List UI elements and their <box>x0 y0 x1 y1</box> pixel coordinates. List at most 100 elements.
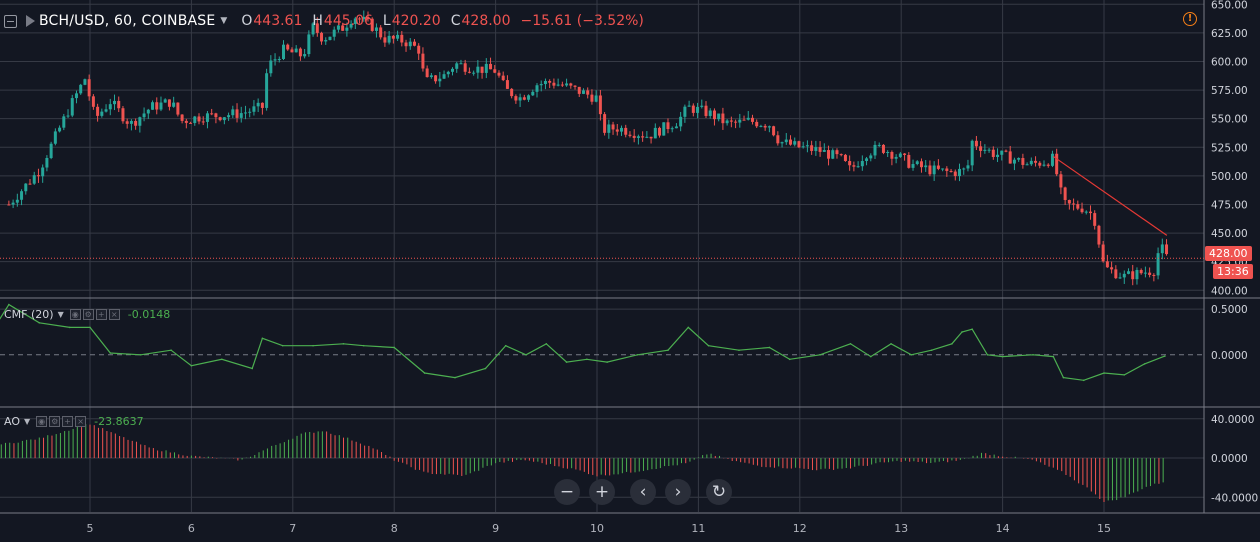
candle-up <box>898 153 902 157</box>
symbol-header: BCH/USD, 60, COINBASE ▼ O 443.61 H 445.0… <box>4 12 654 30</box>
cmf-visibility-icon[interactable]: ◉ <box>69 308 81 320</box>
time-axis-label: 8 <box>391 522 398 535</box>
candle-up <box>307 34 311 55</box>
change-value: −15.61 (−3.52%) <box>520 13 644 29</box>
open-label: O <box>241 13 253 29</box>
candle-up <box>79 84 83 94</box>
candle-up <box>670 128 674 130</box>
candle-up <box>831 150 835 159</box>
symbol-dropdown-icon[interactable]: ▼ <box>220 16 228 26</box>
ao-add-icon[interactable]: + <box>62 415 74 427</box>
cmf-legend: CMF (20) ▼ ◉ ⚙ + × -0.0148 <box>4 307 170 321</box>
alert-icon[interactable]: ! <box>1183 12 1197 26</box>
ao-name[interactable]: AO <box>4 414 20 428</box>
candle-down <box>425 68 429 78</box>
candle-up <box>374 27 378 31</box>
candle-down <box>480 66 484 73</box>
candle-down <box>945 168 949 171</box>
candle-up <box>83 79 87 85</box>
cmf-point <box>38 322 41 324</box>
candle-up <box>142 113 146 118</box>
candle-up <box>894 156 898 159</box>
price-axis-label: 500.00 <box>1211 171 1248 183</box>
scroll-left-button[interactable]: ‹ <box>630 479 656 505</box>
candle-down <box>974 140 978 147</box>
candle-up <box>442 74 446 79</box>
candle-up <box>966 165 970 169</box>
candle-down <box>991 149 995 157</box>
ao-remove-icon[interactable]: × <box>75 415 87 427</box>
candle-down <box>315 23 319 33</box>
candle-down <box>1067 200 1071 204</box>
candle-up <box>1025 164 1029 166</box>
candle-up <box>607 124 611 133</box>
ao-legend: AO ▼ ◉ ⚙ + × -23.8637 <box>4 414 144 428</box>
cmf-dropdown-icon[interactable]: ▼ <box>57 309 64 319</box>
candle-down <box>552 82 556 86</box>
candle-down <box>421 53 425 69</box>
candle-up <box>58 127 62 132</box>
candle-down <box>91 96 95 107</box>
zoom-in-button[interactable]: + <box>589 479 615 505</box>
scroll-right-button[interactable]: › <box>665 479 691 505</box>
candle-down <box>505 80 509 89</box>
candle-up <box>24 183 28 192</box>
candle-up <box>336 25 340 30</box>
candle-up <box>151 102 155 110</box>
candle-up <box>620 127 624 132</box>
candle-down <box>839 154 843 156</box>
candle-up <box>53 131 57 144</box>
candle-down <box>167 99 171 107</box>
candle-down <box>1038 162 1042 166</box>
candle-up <box>62 116 66 128</box>
cmf-point <box>362 344 365 347</box>
candle-up <box>282 44 286 59</box>
candle-up <box>911 164 915 168</box>
candle-down <box>1055 153 1059 175</box>
time-axis-label: 6 <box>188 522 195 535</box>
candle-down <box>298 48 302 57</box>
candle-up <box>932 165 936 175</box>
cmf-add-icon[interactable]: + <box>95 308 107 320</box>
ao-dropdown-icon[interactable]: ▼ <box>24 416 31 426</box>
cmf-point <box>504 344 507 347</box>
candle-up <box>277 58 281 60</box>
candle-up <box>877 144 881 146</box>
candle-down <box>742 119 746 121</box>
candle-down <box>197 116 201 122</box>
candle-up <box>941 168 945 170</box>
ao-settings-icon[interactable]: ⚙ <box>49 415 61 427</box>
candle-down <box>155 102 159 110</box>
candle-up <box>1143 272 1147 274</box>
candle-down <box>1021 158 1025 165</box>
candle-up <box>527 95 531 100</box>
cmf-point <box>986 353 989 356</box>
candle-up <box>49 143 53 158</box>
cmf-remove-icon[interactable]: × <box>108 308 120 320</box>
cmf-point <box>393 346 396 349</box>
cmf-name[interactable]: CMF (20) <box>4 307 54 321</box>
high-label: H <box>312 13 323 29</box>
reset-chart-button[interactable]: ↻ <box>706 479 732 505</box>
price-axis-label: 525.00 <box>1211 142 1248 154</box>
cmf-point <box>190 364 193 367</box>
candle-down <box>379 27 383 38</box>
flag-icon[interactable] <box>26 15 35 27</box>
cmf-point <box>1001 355 1004 358</box>
candle-up <box>539 84 543 86</box>
zoom-out-button[interactable]: − <box>554 479 580 505</box>
symbol-name[interactable]: BCH/USD, 60, COINBASE <box>39 13 216 29</box>
cmf-point <box>312 344 314 347</box>
collapse-icon[interactable] <box>4 14 17 28</box>
cmf-point <box>342 343 345 345</box>
price-axis-label: 400.00 <box>1211 285 1248 297</box>
ao-visibility-icon[interactable]: ◉ <box>36 415 48 427</box>
price-axis-label: 575.00 <box>1211 85 1248 97</box>
candle-down <box>979 146 983 151</box>
candle-down <box>218 117 222 121</box>
candle-up <box>805 145 809 147</box>
cmf-settings-icon[interactable]: ⚙ <box>82 308 94 320</box>
candle-up <box>74 93 78 99</box>
candle-down <box>1152 274 1156 276</box>
